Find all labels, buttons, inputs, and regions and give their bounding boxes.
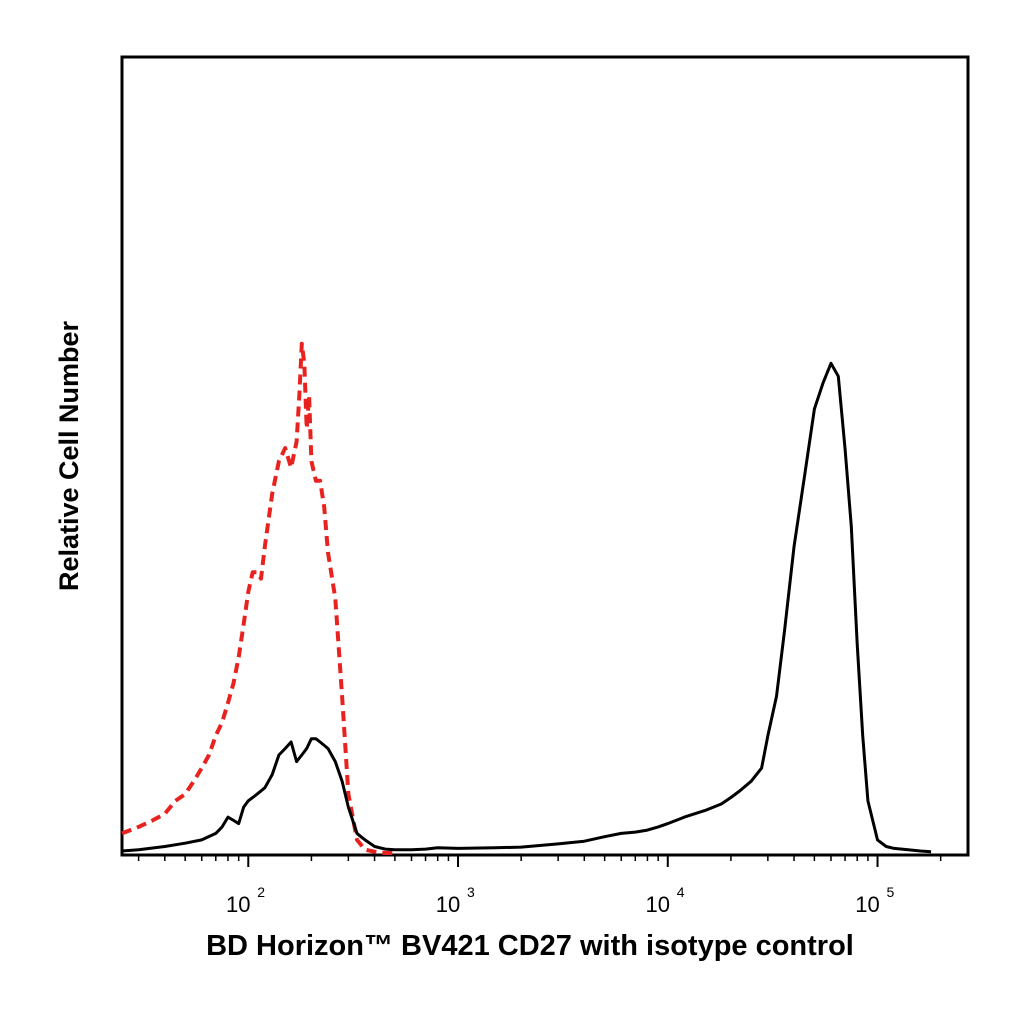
x-tick-label: 10 <box>646 892 670 917</box>
x-axis-label: BD Horizon™ BV421 CD27 with isotype cont… <box>206 930 854 962</box>
plot-frame <box>120 55 970 857</box>
series-cd27-line <box>121 361 932 854</box>
y-axis-label: Relative Cell Number <box>54 320 84 591</box>
x-tick-label: 10 <box>855 892 879 917</box>
x-tick-exponent: 2 <box>257 884 265 900</box>
x-tick-exponent: 4 <box>677 884 685 900</box>
x-axis-ticks: 10 2 10 3 10 4 10 5 <box>137 855 942 917</box>
series-layer <box>121 341 932 855</box>
x-tick-label: 10 <box>226 892 250 917</box>
x-tick-exponent: 3 <box>467 884 475 900</box>
x-tick-label: 10 <box>436 892 460 917</box>
series-isotype-control-line <box>121 341 395 855</box>
x-tick-exponent: 5 <box>887 884 895 900</box>
